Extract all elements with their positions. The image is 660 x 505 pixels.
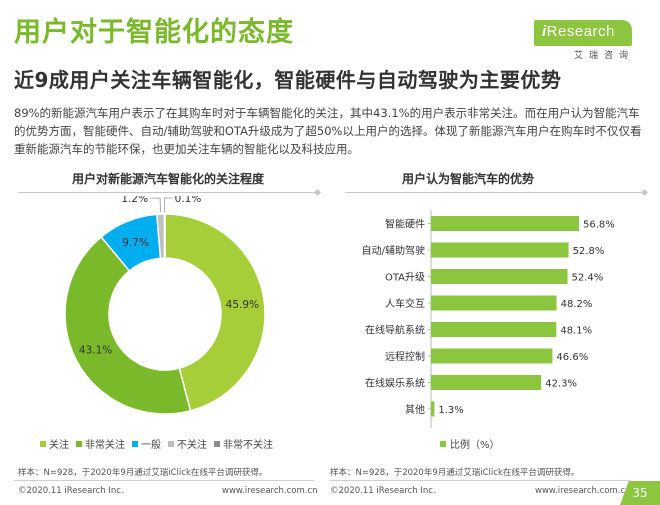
bar-1 bbox=[431, 242, 569, 258]
sample-note-left: 样本：N=928，于2020年9月通过艾瑞iClick在线平台调研获得。 bbox=[18, 468, 268, 478]
pie-chart: 45.9% 43.1% 9.7% 1.2% 0.1% bbox=[64, 196, 266, 415]
pie-legend-label-4: 非常不关注 bbox=[223, 440, 273, 451]
logo-subtitle: 艾瑞咨询 bbox=[574, 51, 635, 61]
bar-category-label-4: 在线导航系统 bbox=[365, 324, 425, 337]
bar-legend-swatch bbox=[440, 440, 446, 447]
pie-slice-4 bbox=[163, 213, 166, 259]
pie-leader-line-3 bbox=[150, 197, 161, 213]
pie-chart-title: 用户对新能源汽车智能化的关注程度 bbox=[72, 172, 265, 186]
bar-category-label-6: 在线娱乐系统 bbox=[365, 377, 425, 390]
bar-legend: 比例（%） bbox=[440, 436, 500, 451]
pie-legend-label-2: 一般 bbox=[141, 440, 161, 451]
bar-category-label-7: 其他 bbox=[405, 403, 425, 416]
bar-category-label-3: 人车交互 bbox=[385, 297, 425, 310]
bar-value-label-0: 56.8% bbox=[583, 220, 615, 231]
pie-legend-item-0: 关注 bbox=[40, 436, 69, 451]
footer-url-left: www.iresearch.com.cn bbox=[222, 486, 318, 496]
sample-note-right: 样本：N=928，于2020年9月通过艾瑞iClick在线平台调研获得。 bbox=[330, 468, 580, 478]
bar-value-label-3: 48.2% bbox=[561, 299, 593, 310]
bar-legend-label: 比例（%） bbox=[450, 440, 500, 451]
bar-value-label-1: 52.8% bbox=[573, 246, 605, 257]
bar-7 bbox=[431, 401, 435, 417]
bar-value-label-6: 42.3% bbox=[545, 379, 577, 390]
bar-category-label-0: 智能硬件 bbox=[385, 218, 425, 231]
bar-value-label-5: 46.6% bbox=[556, 352, 588, 363]
page-description: 89%的新能源汽车用户表示了在其购车时对于车辆智能化的关注，其中43.1%的用户… bbox=[14, 106, 642, 156]
bar-title-bar bbox=[345, 192, 645, 193]
iresearch-logo: iResearch 艾瑞咨询 bbox=[534, 20, 635, 61]
pie-legend-item-3: 不关注 bbox=[168, 436, 207, 451]
pie-legend-swatch-2 bbox=[132, 440, 138, 447]
pie-legend-item-4: 非常不关注 bbox=[214, 436, 273, 451]
pie-label-2: 9.7% bbox=[122, 237, 149, 249]
pie-legend-swatch-0 bbox=[40, 440, 46, 447]
pie-legend-item-2: 一般 bbox=[132, 436, 161, 451]
pie-slice-0 bbox=[164, 213, 266, 412]
bar-value-label-4: 48.1% bbox=[560, 326, 592, 337]
bar-chart-title: 用户认为智能汽车的优势 bbox=[402, 172, 535, 186]
pie-legend-swatch-1 bbox=[76, 440, 82, 447]
pie-legend-label-3: 不关注 bbox=[177, 440, 207, 451]
page-number: 35 bbox=[620, 481, 660, 505]
bar-0 bbox=[431, 216, 579, 231]
pie-legend-label-1: 非常关注 bbox=[85, 440, 125, 451]
bar-category-label-2: OTA升级 bbox=[385, 272, 425, 284]
logo-text: iResearch bbox=[542, 23, 615, 40]
bar-chart: 智能硬件 56.8% 自动/辅助驾驶 52.8% OTA升级 52.4% 人车交互 48.2%… bbox=[362, 210, 615, 428]
bar-value-label-7: 1.3% bbox=[438, 405, 463, 416]
pie-legend-swatch-3 bbox=[168, 440, 174, 447]
pie-label-1: 43.1% bbox=[79, 345, 112, 357]
bar-4 bbox=[431, 322, 557, 337]
pie-legend-label-0: 关注 bbox=[49, 440, 69, 451]
footer-copyright-left: ©2020.11 iResearch Inc. bbox=[18, 486, 124, 496]
footer-copyright-right: ©2020.11 iResearch Inc. bbox=[330, 486, 436, 496]
logo-badge bbox=[534, 20, 632, 46]
pie-slice-1 bbox=[64, 235, 192, 415]
bar-category-label-5: 远程控制 bbox=[385, 350, 425, 363]
bar-value-label-2: 52.4% bbox=[572, 273, 604, 284]
bar-3 bbox=[431, 295, 557, 311]
pie-legend-item-1: 非常关注 bbox=[76, 436, 125, 451]
pie-label-0: 45.9% bbox=[226, 299, 259, 311]
pie-label-3: 1.2% bbox=[121, 196, 148, 205]
bar-6 bbox=[431, 375, 542, 390]
pie-title-bar bbox=[18, 192, 318, 193]
footer-divider-left bbox=[14, 480, 314, 481]
bar-5 bbox=[431, 348, 553, 364]
page-title: 用户对于智能化的态度 bbox=[14, 17, 294, 48]
footer-url-right: www.iresearch.com.cn bbox=[535, 486, 631, 496]
pie-legend: 关注 非常关注 一般 不关注 非常不关注 bbox=[40, 436, 273, 451]
footer-divider-right bbox=[330, 480, 630, 481]
bar-2 bbox=[431, 269, 568, 284]
page-subtitle: 近9成用户关注车辆智能化，智能硬件与自动驾驶为主要优势 bbox=[14, 68, 562, 92]
pie-leader-line-4 bbox=[164, 197, 173, 213]
pie-legend-swatch-4 bbox=[214, 440, 220, 447]
pie-label-4: 0.1% bbox=[175, 196, 202, 205]
bar-category-label-1: 自动/辅助驾驶 bbox=[362, 244, 425, 257]
